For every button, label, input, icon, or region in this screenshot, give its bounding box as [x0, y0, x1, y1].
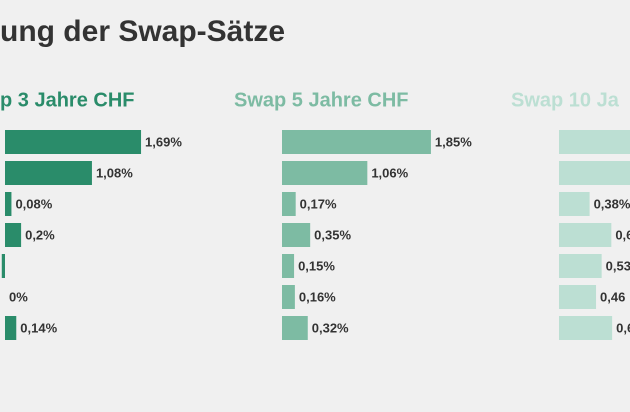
bar [282, 192, 296, 216]
value-label: 0,16% [299, 289, 336, 304]
bar [282, 223, 311, 247]
value-label: 0,08% [15, 196, 52, 211]
bar [5, 223, 22, 247]
value-label: 0,15% [298, 258, 335, 273]
value-label: 0,46 [600, 289, 625, 304]
bar [282, 285, 295, 309]
bar [559, 316, 613, 340]
value-label: 0,35% [314, 227, 351, 242]
panel-title: p 3 Jahre CHF [0, 89, 134, 111]
value-label: 0,53 [606, 258, 630, 273]
bar [5, 316, 17, 340]
bar [559, 130, 630, 154]
value-label: 1,69% [145, 134, 182, 149]
bar [282, 161, 368, 185]
value-label: 0,38% [594, 196, 630, 211]
value-label: 0,17% [300, 196, 337, 211]
value-label: 1,06% [371, 165, 408, 180]
page-title: ung der Swap-Sätze [0, 15, 285, 48]
bar [5, 161, 92, 185]
bar [282, 254, 295, 278]
bar [559, 285, 597, 309]
bar [559, 161, 630, 185]
bar [1, 254, 6, 278]
bar [559, 223, 612, 247]
bar [559, 192, 590, 216]
value-label: 0% [9, 289, 28, 304]
bar [5, 130, 142, 154]
value-label: 0,2% [25, 227, 55, 242]
value-label: 1,85% [435, 134, 472, 149]
bar [559, 254, 602, 278]
bar [282, 130, 431, 154]
value-label: 0,32% [312, 320, 349, 335]
bar [282, 316, 308, 340]
bar [5, 192, 12, 216]
panel-title: Swap 5 Jahre CHF [234, 89, 409, 111]
panel-title: Swap 10 Ja [511, 89, 620, 111]
value-label: 0,6 [615, 227, 630, 242]
value-label: 0,6 [616, 320, 630, 335]
value-label: 1,08% [96, 165, 133, 180]
value-label: 0,14% [20, 320, 57, 335]
